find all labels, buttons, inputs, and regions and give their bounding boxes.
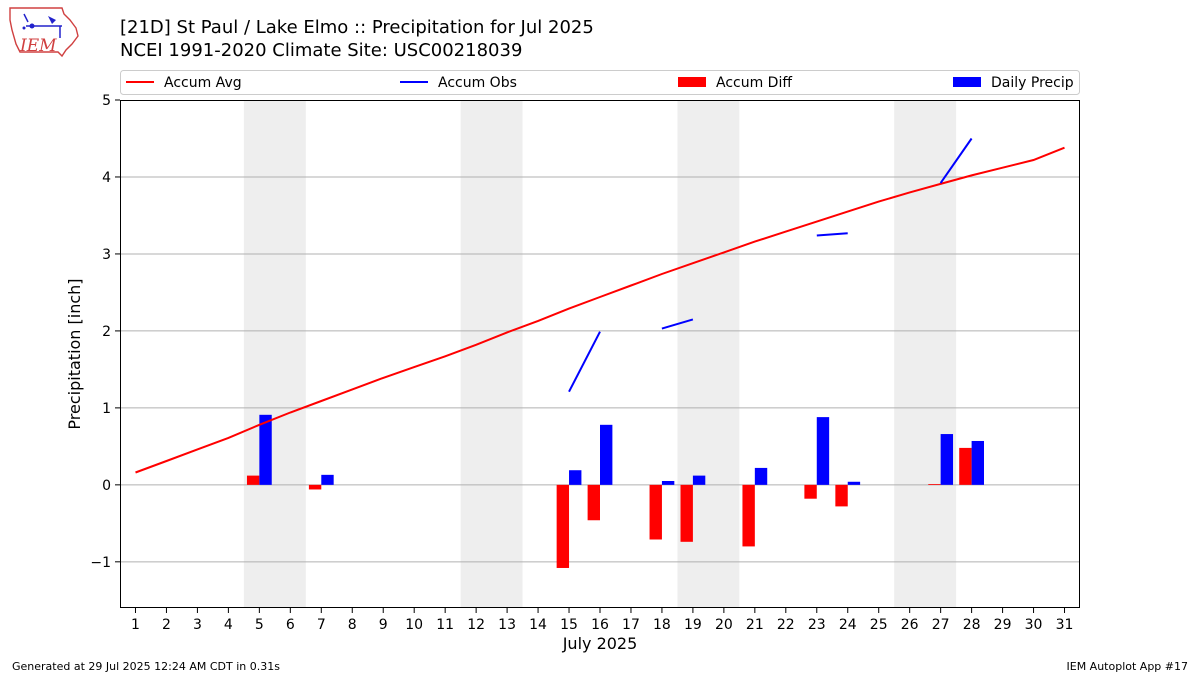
x-tick-label: 5 xyxy=(255,617,264,633)
accum-avg-path xyxy=(135,146,1065,474)
x-tick-label: 4 xyxy=(224,617,233,633)
x-tick-label: 30 xyxy=(1025,617,1043,633)
x-tick-label: 21 xyxy=(746,617,764,633)
x-tick-label: 2 xyxy=(162,617,171,633)
plot-frame xyxy=(120,100,1080,608)
x-tick-label: 6 xyxy=(286,617,295,633)
accum-obs-segment xyxy=(661,318,694,330)
x-tick-label: 16 xyxy=(591,617,609,633)
y-tick-label: 2 xyxy=(102,324,111,340)
bar-accum-diff xyxy=(308,484,322,490)
weekend-band xyxy=(243,100,306,608)
generated-timestamp: Generated at 29 Jul 2025 12:24 AM CDT in… xyxy=(12,660,280,673)
accum-obs-lines xyxy=(568,137,973,393)
y-axis-label: Precipitation [inch] xyxy=(65,278,84,429)
bar-daily-precip xyxy=(816,417,830,485)
accum-avg-line xyxy=(135,146,1065,474)
bar-accum-diff xyxy=(959,447,972,485)
legend-swatch-patch xyxy=(953,77,981,87)
logo-text: IEM xyxy=(19,36,57,56)
accum-diff-bars xyxy=(246,447,972,568)
legend-swatch-patch xyxy=(678,77,706,87)
bar-daily-precip xyxy=(600,424,613,485)
chart-subtitle: NCEI 1991-2020 Climate Site: USC00218039 xyxy=(120,40,523,61)
weekend-band xyxy=(894,100,957,608)
accum-obs-segment xyxy=(939,137,973,184)
legend-label: Accum Diff xyxy=(716,75,792,91)
legend-label: Daily Precip xyxy=(991,75,1074,91)
y-tick-label: 0 xyxy=(102,478,111,494)
bar-daily-precip xyxy=(754,467,768,485)
bar-accum-diff xyxy=(246,475,260,485)
x-tick-label: 11 xyxy=(436,617,454,633)
bar-accum-diff xyxy=(742,484,755,547)
y-tick-label: 1 xyxy=(102,401,111,417)
x-tick-label: 24 xyxy=(839,617,857,633)
x-tick-label: 20 xyxy=(715,617,733,633)
y-tick-label: −1 xyxy=(90,555,111,571)
bar-accum-diff xyxy=(835,484,848,507)
x-tick-label: 31 xyxy=(1056,617,1074,633)
x-tick-label: 10 xyxy=(405,617,423,633)
app-credit: IEM Autoplot App #17 xyxy=(1066,660,1189,673)
bar-daily-precip xyxy=(321,474,334,485)
bar-accum-diff xyxy=(649,484,662,540)
legend-label: Accum Obs xyxy=(438,75,517,91)
x-tick-label: 25 xyxy=(870,617,888,633)
y-tick-label: 5 xyxy=(102,93,111,109)
x-tick-label: 8 xyxy=(348,617,357,633)
x-tick-label: 3 xyxy=(193,617,202,633)
x-tick-label: 12 xyxy=(467,617,485,633)
daily-precip-bars xyxy=(259,414,984,485)
legend: Accum Avg Accum Obs Accum Diff Daily Precip xyxy=(120,70,1080,95)
bar-daily-precip xyxy=(692,475,706,485)
bar-daily-precip xyxy=(940,434,954,485)
bar-daily-precip xyxy=(847,481,861,485)
x-tick-label: 9 xyxy=(379,617,388,633)
iem-logo: IEM xyxy=(9,7,79,58)
x-tick-label: 17 xyxy=(622,617,640,633)
x-tick-label: 23 xyxy=(808,617,826,633)
bar-daily-precip xyxy=(569,470,582,485)
bar-accum-diff xyxy=(680,484,693,542)
x-tick-label: 13 xyxy=(498,617,516,633)
bar-daily-precip xyxy=(971,440,984,485)
bar-accum-diff xyxy=(587,484,600,521)
x-tick-label: 15 xyxy=(560,617,578,633)
x-tick-label: 28 xyxy=(963,617,981,633)
x-tick-label: 1 xyxy=(131,617,140,633)
y-tick-label: 3 xyxy=(102,247,111,263)
y-axis-ticks: −1 0 1 2 3 4 5 xyxy=(90,93,120,571)
x-tick-label: 27 xyxy=(932,617,950,633)
legend-label: Accum Avg xyxy=(164,75,242,91)
bar-daily-precip xyxy=(661,481,675,485)
accum-obs-segment xyxy=(568,331,601,393)
x-tick-label: 19 xyxy=(684,617,702,633)
weekend-shading xyxy=(243,100,957,608)
y-tick-label: 4 xyxy=(102,170,111,186)
x-axis-ticks: 1 2 3 4 5 6 7 8 9 10 11 12 13 14 15 16 17 18 19 20 21 22 23 24 2… xyxy=(131,608,1073,633)
x-tick-label: 14 xyxy=(529,617,547,633)
x-tick-label: 22 xyxy=(777,617,795,633)
bar-accum-diff xyxy=(556,484,570,568)
bar-accum-diff xyxy=(804,484,817,499)
x-tick-label: 7 xyxy=(317,617,326,633)
accum-obs-segment xyxy=(816,232,848,237)
legend-box xyxy=(120,70,1080,95)
bar-daily-precip xyxy=(259,414,272,485)
bar-accum-diff xyxy=(928,484,941,485)
x-tick-label: 26 xyxy=(901,617,919,633)
x-tick-label: 29 xyxy=(994,617,1012,633)
x-axis-label: July 2025 xyxy=(562,634,638,653)
x-tick-label: 18 xyxy=(653,617,671,633)
weekend-band xyxy=(460,100,523,608)
chart-title: [21D] St Paul / Lake Elmo :: Precipitati… xyxy=(120,17,594,38)
